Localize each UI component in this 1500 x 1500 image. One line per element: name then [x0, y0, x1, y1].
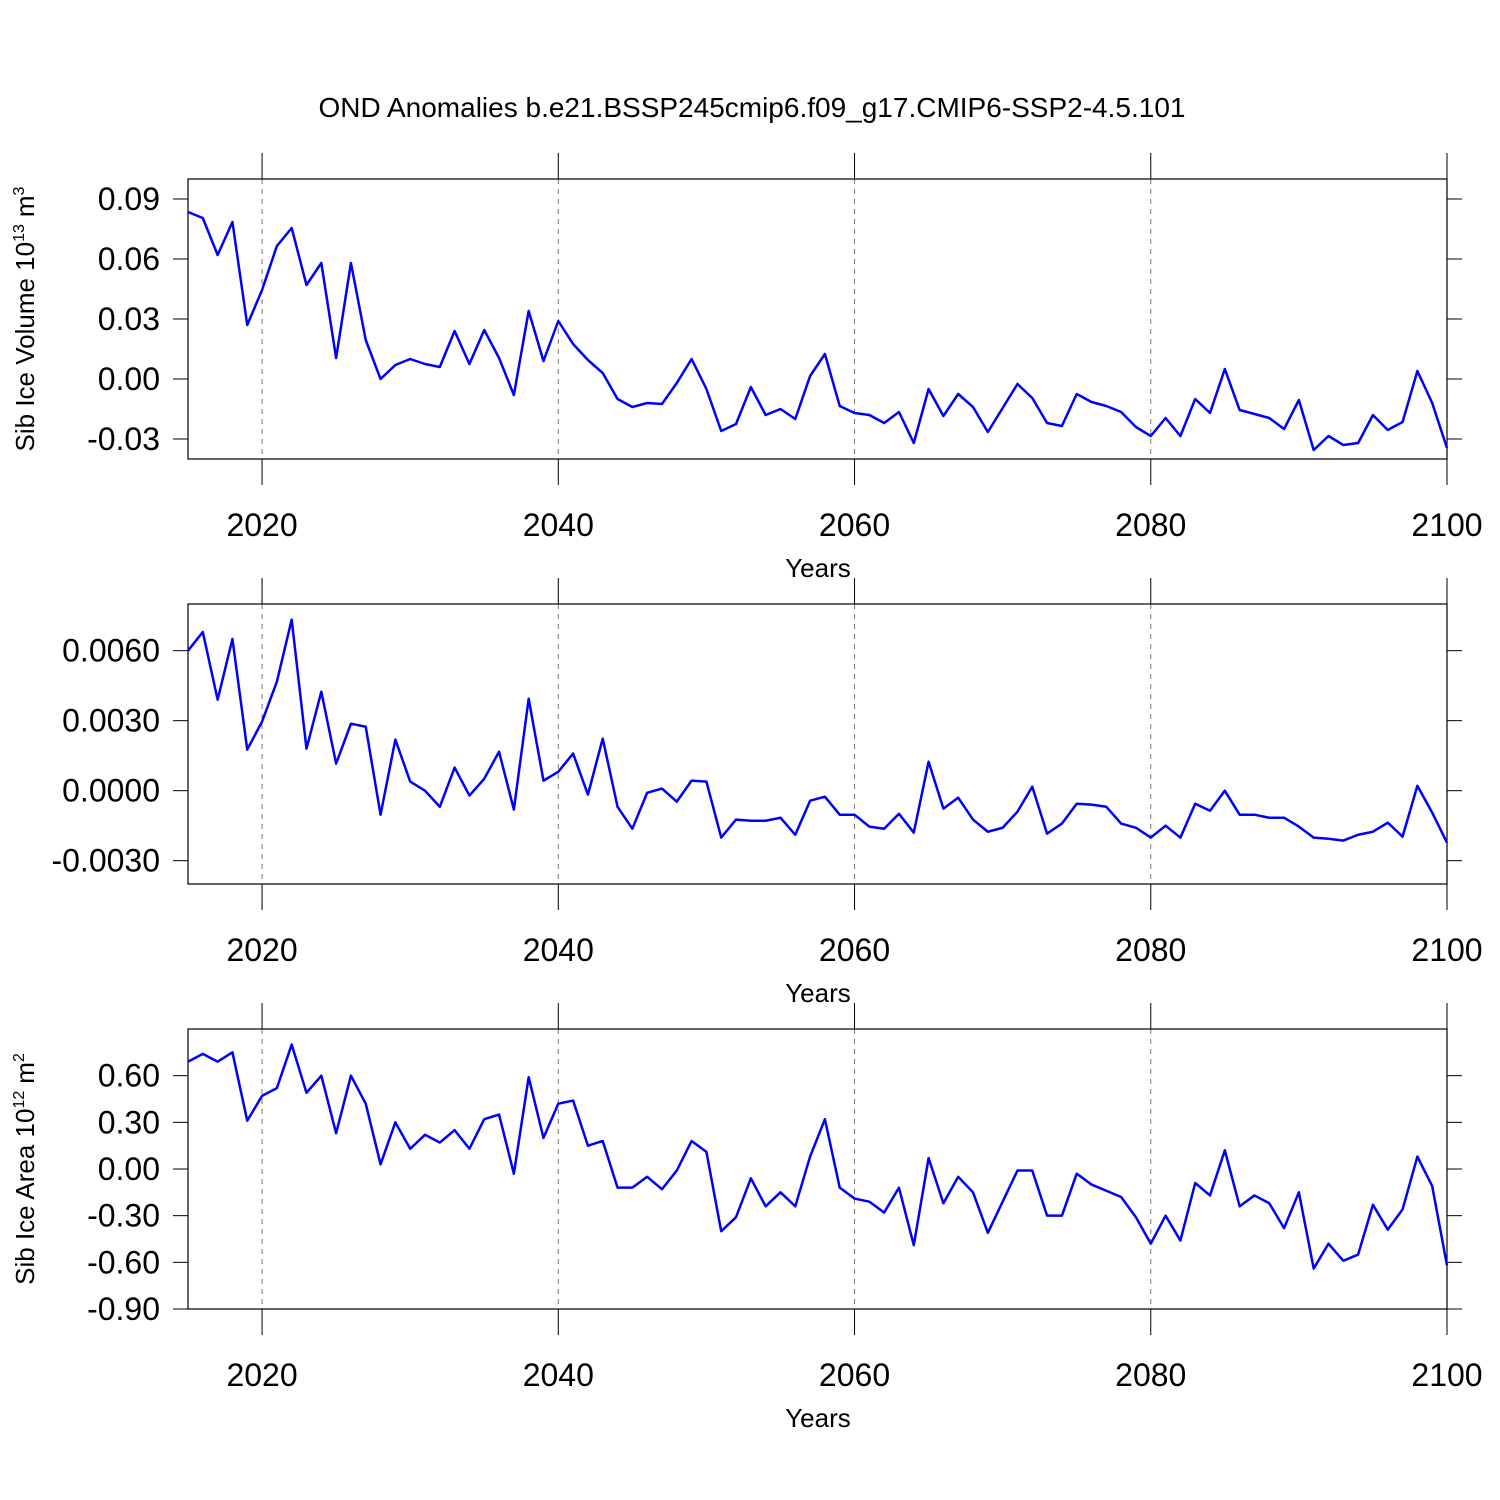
y-axis-label-unit-exponent: 3 — [11, 186, 28, 195]
x-tick-label: 2100 — [1411, 507, 1482, 543]
x-tick-label: 2020 — [226, 1357, 297, 1393]
chart-title: OND Anomalies b.e21.BSSP245cmip6.f09_g17… — [319, 92, 1186, 123]
y-tick-label: 0.00 — [98, 361, 160, 397]
y-tick-label: 0.06 — [98, 241, 160, 277]
y-axis-label-exponent: 13 — [11, 224, 28, 242]
y-tick-label: -0.0030 — [51, 843, 160, 879]
y-tick-label: 0.60 — [98, 1058, 160, 1094]
x-tick-label: 2020 — [226, 932, 297, 968]
x-tick-label: 2060 — [819, 932, 890, 968]
x-tick-label: 2100 — [1411, 932, 1482, 968]
y-axis-label-unit-exponent: 2 — [11, 1053, 28, 1062]
x-tick-label: 2040 — [523, 1357, 594, 1393]
x-tick-label: 2040 — [523, 507, 594, 543]
x-tick-label: 2100 — [1411, 1357, 1482, 1393]
x-tick-label: 2060 — [819, 1357, 890, 1393]
y-axis-label-unit: m — [10, 195, 40, 217]
x-tick-label: 2040 — [523, 932, 594, 968]
y-tick-label: -0.30 — [87, 1198, 160, 1234]
x-tick-label: 2020 — [226, 507, 297, 543]
y-axis-label-text: Sib Ice Volume 10 — [10, 242, 40, 452]
y-tick-label: 0.0000 — [62, 773, 160, 809]
y-tick-label: 0.00 — [98, 1151, 160, 1187]
y-tick-label: -0.90 — [87, 1291, 160, 1327]
x-tick-label: 2080 — [1115, 932, 1186, 968]
x-axis-label: Years — [785, 1403, 851, 1433]
y-tick-label: 0.0060 — [62, 633, 160, 669]
plot-frame — [187, 1028, 1448, 1310]
y-tick-label: -0.60 — [87, 1244, 160, 1280]
data-line — [187, 618, 1449, 844]
y-axis-label-exponent: 12 — [11, 1091, 28, 1109]
plot-frame — [187, 603, 1448, 885]
data-line — [187, 1043, 1449, 1270]
y-axis-label-text: Sib Snow Volume 10 — [0, 652, 2, 892]
y-axis-label-unit: m — [10, 1062, 40, 1084]
x-tick-label: 2060 — [819, 507, 890, 543]
plot-frame — [187, 178, 1448, 460]
data-line — [187, 210, 1449, 452]
y-axis-label: Sib Ice Volume 1013 m3 — [10, 186, 40, 451]
x-axis-label: Years — [785, 553, 851, 583]
x-axis-label: Years — [785, 978, 851, 1008]
x-tick-label: 2080 — [1115, 1357, 1186, 1393]
y-axis-label: Sib Ice Area 1012 m2 — [10, 1053, 40, 1285]
y-axis-label-unit: m — [0, 605, 2, 627]
y-axis-label-text: Sib Ice Area 10 — [10, 1109, 40, 1285]
y-tick-label: 0.03 — [98, 301, 160, 337]
y-tick-label: 0.30 — [98, 1104, 160, 1140]
y-axis-label: Sib Snow Volume 1013m3 — [0, 596, 2, 891]
y-tick-label: 0.0030 — [62, 703, 160, 739]
x-tick-label: 2080 — [1115, 507, 1186, 543]
y-tick-label: -0.03 — [87, 421, 160, 457]
y-tick-label: 0.09 — [98, 181, 160, 217]
